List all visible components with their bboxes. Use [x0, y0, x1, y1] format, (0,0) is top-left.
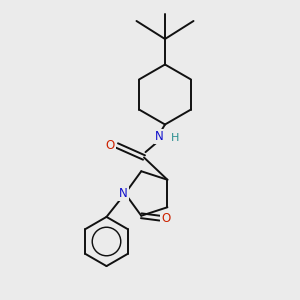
Text: H: H — [170, 133, 179, 143]
Text: N: N — [154, 130, 164, 143]
Text: O: O — [161, 212, 170, 225]
Text: O: O — [106, 139, 115, 152]
Text: N: N — [119, 187, 128, 200]
